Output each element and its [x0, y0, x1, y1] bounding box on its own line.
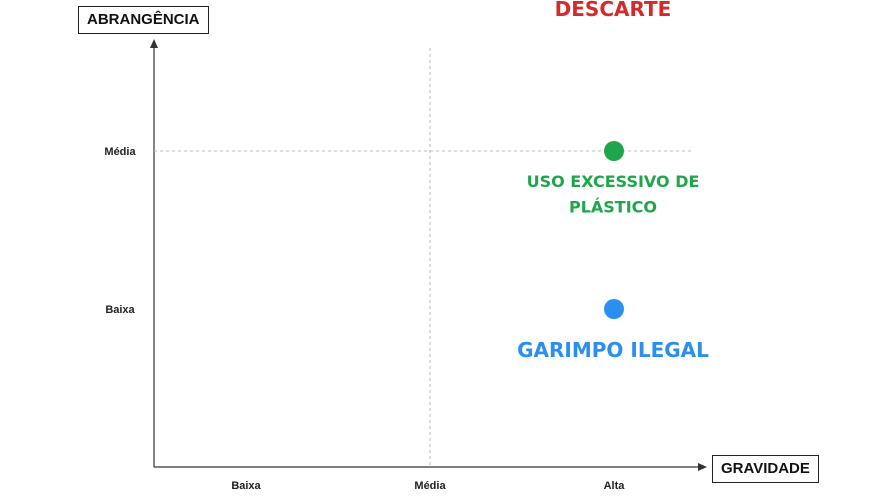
point-label: USO EXCESSIVO DE	[527, 172, 700, 191]
x-tick-label: Baixa	[231, 480, 261, 492]
y-tick-label: Média	[104, 146, 136, 158]
x-tick-label: Média	[414, 480, 446, 492]
x-tick-label: Alta	[604, 480, 626, 492]
y-axis-arrow	[150, 39, 158, 48]
y-tick-label: Baixa	[105, 304, 135, 316]
point-label: GARIMPO ILEGAL	[517, 338, 709, 362]
data-point	[604, 299, 624, 319]
y-axis-title: ABRANGÊNCIA	[78, 6, 209, 34]
x-axis-title: GRAVIDADE	[712, 455, 819, 483]
point-label: PLÁSTICO	[569, 198, 657, 217]
point-label: DESCARTE	[555, 0, 672, 21]
data-point	[604, 141, 624, 161]
x-axis-arrow	[698, 463, 707, 471]
